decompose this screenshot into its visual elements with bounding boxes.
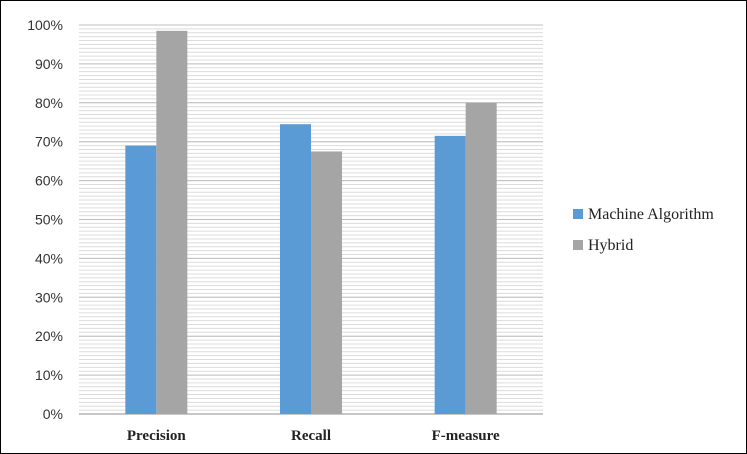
y-tick-label: 10% [35,367,63,383]
y-tick-label: 20% [35,328,63,344]
legend-swatch [573,209,583,219]
y-tick-label: 60% [35,173,63,189]
x-category-label: F-measure [432,428,500,444]
bars [125,30,497,415]
legend-swatch [573,240,583,250]
legend: Machine Algorithm Hybrid [573,206,714,254]
y-tick-label: 40% [35,250,63,266]
bar-hybrid-precision [156,30,188,415]
bar-machine-algorithm-f-measure [434,135,466,415]
bar-machine-algorithm-precision [125,145,157,414]
bar-hybrid-recall [311,151,342,415]
bar-machine-algorithm-recall [280,124,311,414]
x-category-labels: Precision Recall F-measure [127,428,500,444]
x-category-label: Recall [291,428,331,444]
y-tick-label: 90% [35,56,63,72]
legend-label: Machine Algorithm [588,206,714,223]
y-tick-label: 50% [35,212,63,228]
y-tick-label: 100% [27,17,63,33]
x-category-label: Precision [127,428,187,444]
legend-label: Hybrid [588,237,633,254]
y-tick-label: 0% [43,406,63,422]
bar-hybrid-f-measure [465,102,497,415]
y-tick-label: 30% [35,289,63,305]
y-tick-label: 70% [35,134,63,150]
y-tick-label: 80% [35,95,63,111]
y-tick-labels: 0% 10% 20% 30% 40% 50% 60% 70% 80% 90% 100% [27,17,63,422]
